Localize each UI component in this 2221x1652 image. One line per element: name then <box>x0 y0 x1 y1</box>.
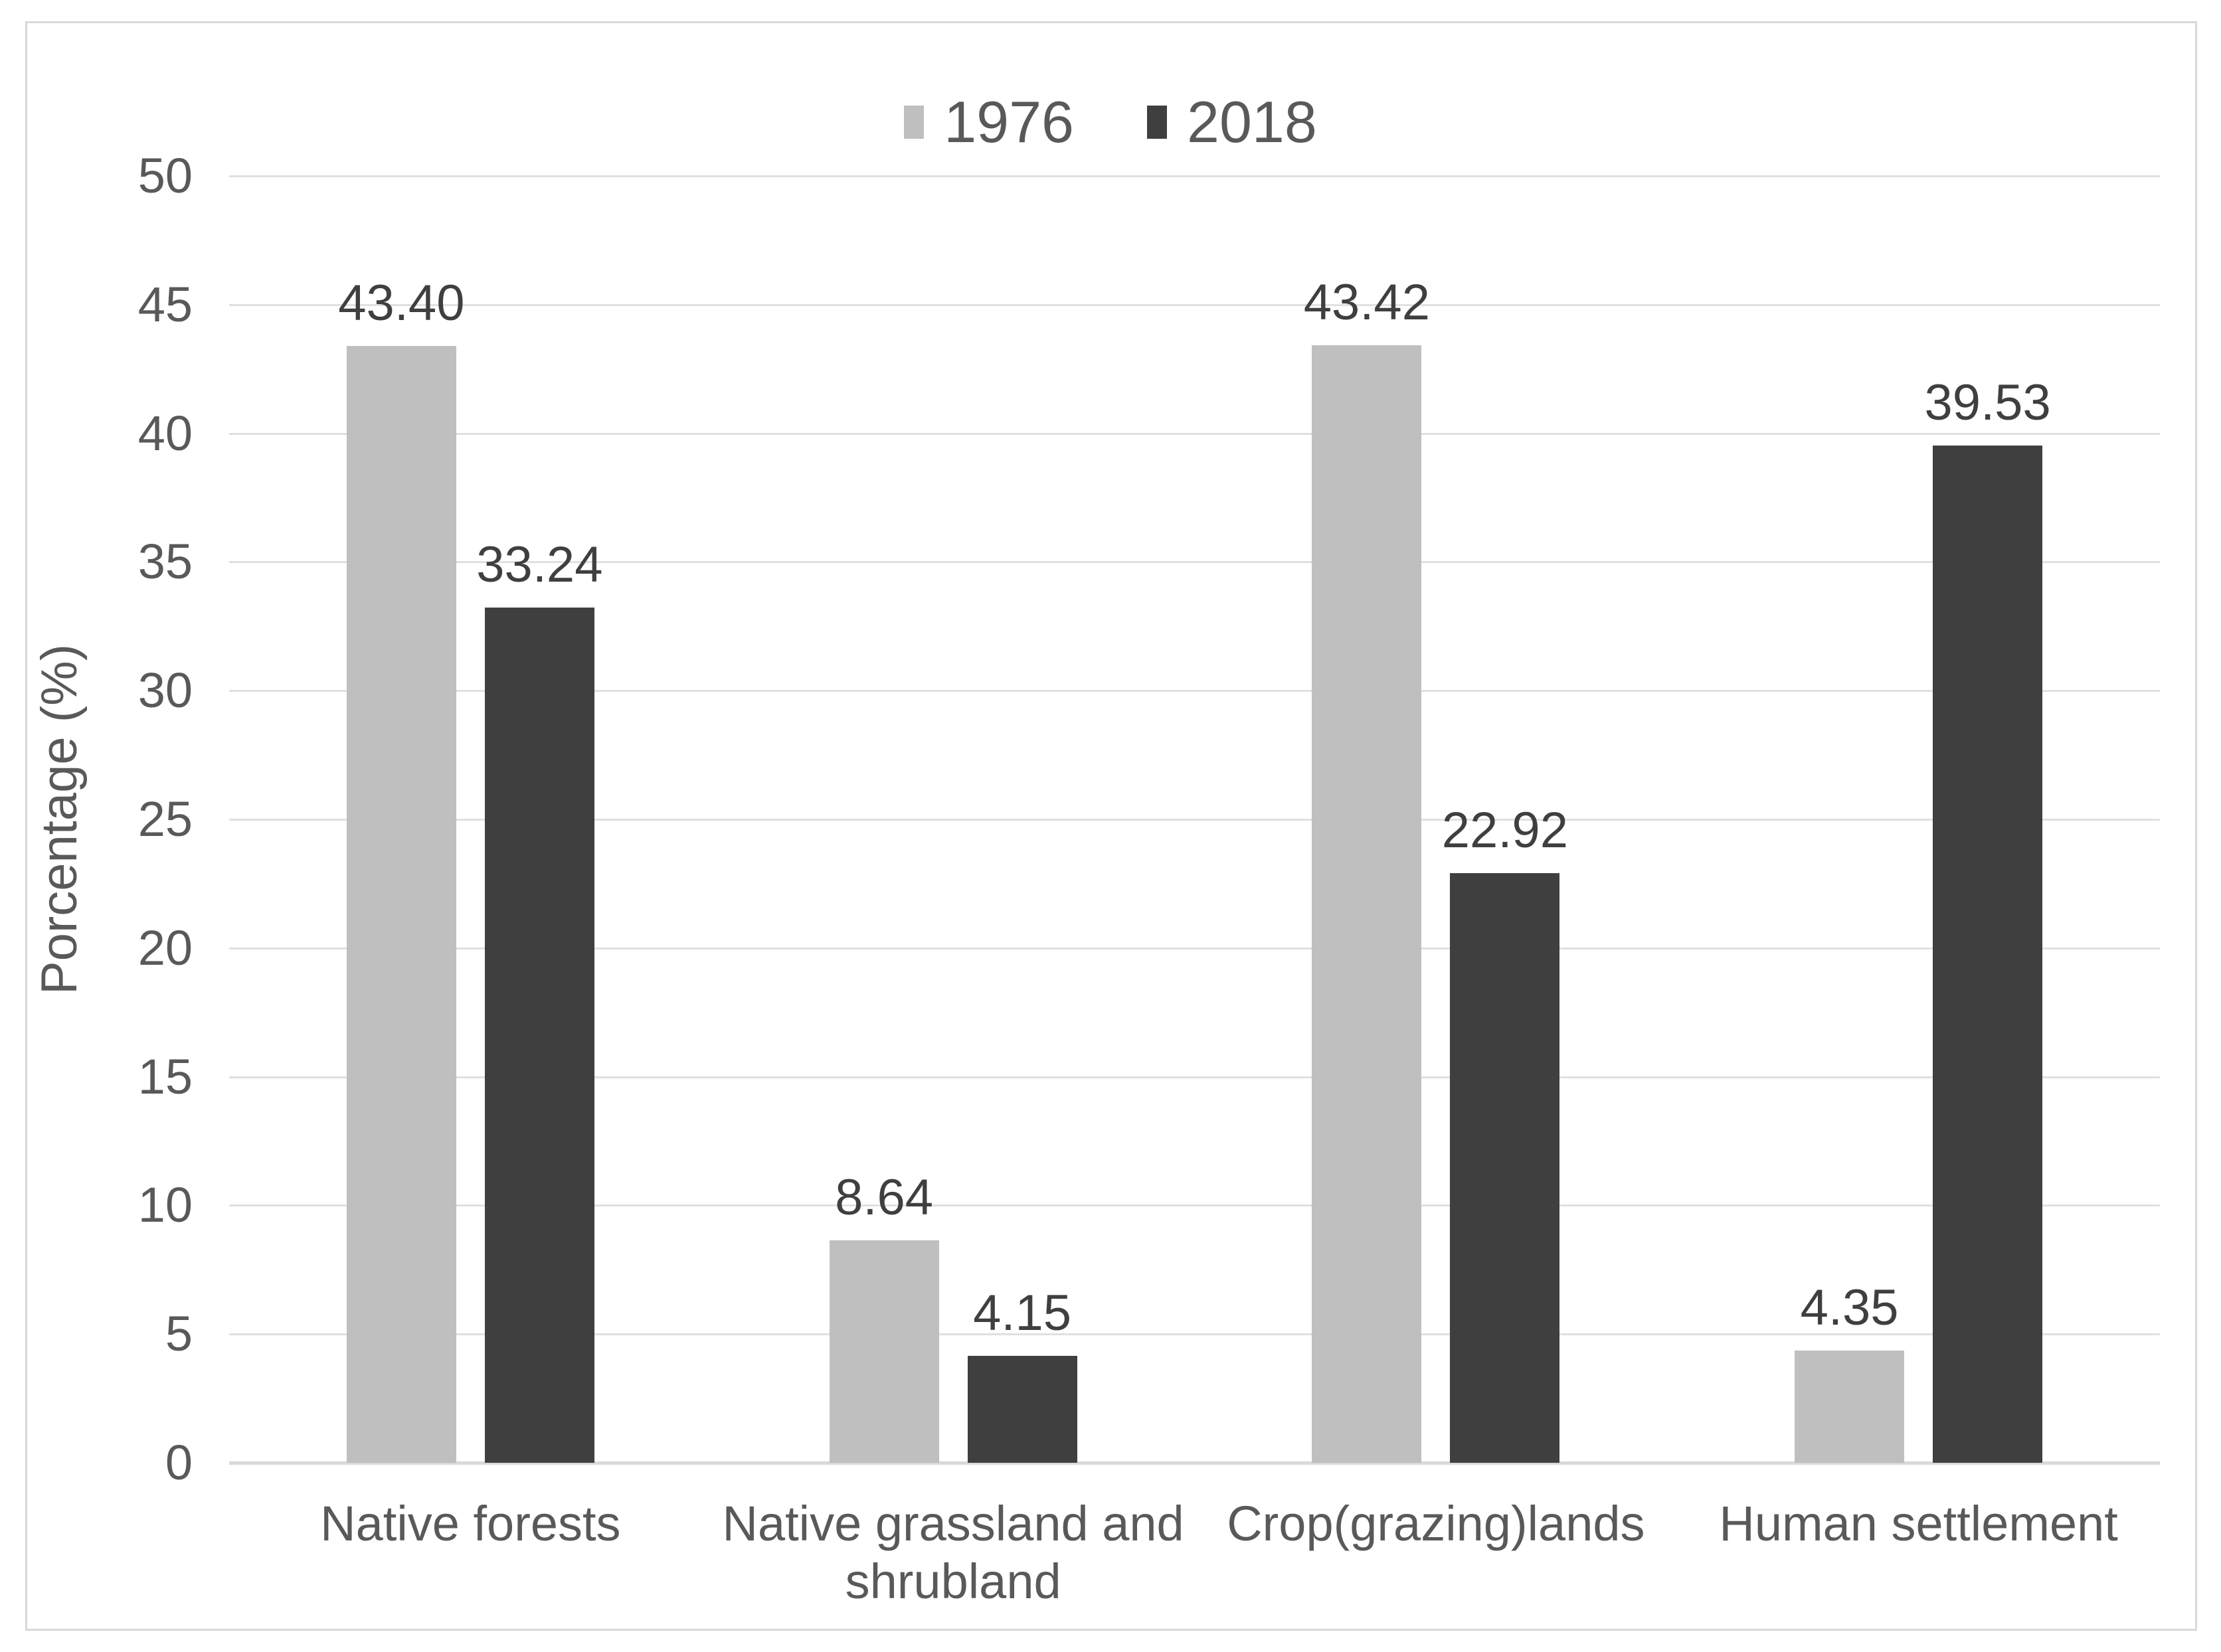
gridline-15 <box>229 1076 2160 1078</box>
legend-marker-2018-icon <box>1147 106 1167 139</box>
legend-item-2018: 2018 <box>1147 93 1317 151</box>
category-label-human-settlement: Human settlement <box>1719 1496 2118 1551</box>
y-tick-label-45: 45 <box>137 276 193 332</box>
legend: 1976 2018 <box>0 93 2221 151</box>
bar-1976-crop-grazing-lands <box>1312 345 1422 1463</box>
bar-value-label-1976-human-settlement: 4.35 <box>1800 1280 1899 1337</box>
bar-2018-human-settlement <box>1933 445 2043 1463</box>
gridline-10 <box>229 1204 2160 1207</box>
bar-value-label-2018-native-grassland-and-shrubland: 4.15 <box>973 1285 1072 1342</box>
y-tick-label-50: 50 <box>137 148 193 203</box>
bar-2018-crop-grazing-lands <box>1450 872 1560 1463</box>
y-tick-label-35: 35 <box>137 534 193 590</box>
y-axis-title: Porcentage (%) <box>31 643 88 995</box>
bar-2018-native-forests <box>484 607 594 1463</box>
gridline-20 <box>229 947 2160 950</box>
bar-1976-human-settlement <box>1795 1351 1905 1463</box>
bar-2018-native-grassland-and-shrubland <box>967 1356 1077 1463</box>
gridline-30 <box>229 690 2160 693</box>
bar-1976-native-grassland-and-shrubland <box>829 1240 939 1463</box>
legend-label-1976: 1976 <box>944 89 1074 155</box>
bar-value-label-2018-native-forests: 33.24 <box>476 536 603 593</box>
bar-value-label-1976-crop-grazing-lands: 43.42 <box>1303 274 1430 331</box>
y-tick-label-20: 20 <box>137 920 193 975</box>
legend-marker-1976-icon <box>904 106 925 139</box>
gridline-5 <box>229 1333 2160 1336</box>
legend-item-1976: 1976 <box>904 93 1074 151</box>
legend-label-2018: 2018 <box>1187 89 1317 155</box>
bar-value-label-1976-native-forests: 43.40 <box>338 274 465 331</box>
gridline-25 <box>229 819 2160 821</box>
category-label-native-forests: Native forests <box>320 1496 621 1551</box>
bar-value-label-2018-human-settlement: 39.53 <box>1924 374 2051 431</box>
y-tick-label-10: 10 <box>137 1177 193 1233</box>
y-tick-label-5: 5 <box>165 1306 193 1362</box>
category-label-native-grassland-and-shrubland: Native grassland and shrubland <box>722 1496 1184 1610</box>
y-tick-label-30: 30 <box>137 663 193 718</box>
bar-1976-native-forests <box>346 345 456 1463</box>
y-tick-label-40: 40 <box>137 405 193 461</box>
gridline-35 <box>229 561 2160 564</box>
x-axis-line <box>229 1461 2160 1465</box>
bar-value-label-1976-native-grassland-and-shrubland: 8.64 <box>835 1169 934 1226</box>
y-tick-label-15: 15 <box>137 1048 193 1104</box>
gridline-50 <box>229 175 2160 177</box>
gridline-40 <box>229 432 2160 435</box>
y-tick-label-0: 0 <box>165 1435 193 1490</box>
bar-value-label-2018-crop-grazing-lands: 22.92 <box>1441 801 1568 859</box>
category-label-crop-grazing-lands: Crop(grazing)lands <box>1227 1496 1645 1551</box>
y-tick-label-25: 25 <box>137 791 193 847</box>
gridline-45 <box>229 303 2160 306</box>
